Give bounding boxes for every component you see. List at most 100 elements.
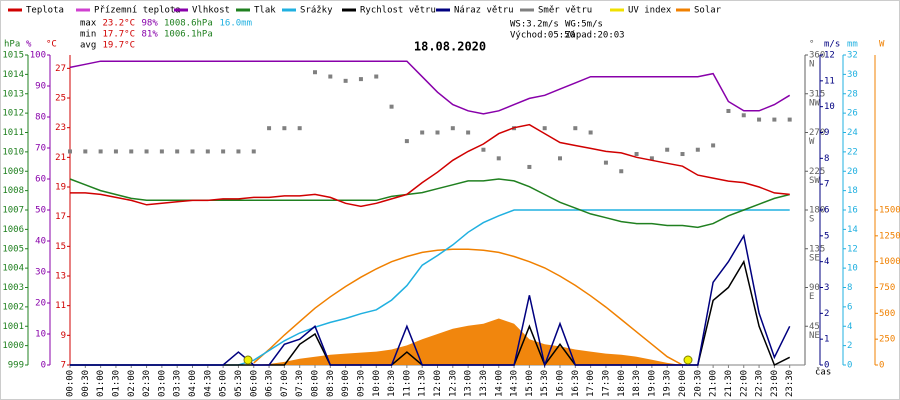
x-tick-label: 09:00 bbox=[341, 370, 351, 397]
direction-point bbox=[267, 126, 272, 131]
legend-label: Přízemní teplota bbox=[94, 6, 181, 16]
axis-title: W bbox=[879, 40, 885, 50]
y-tick-label: 11 bbox=[824, 76, 835, 86]
direction-point bbox=[251, 149, 256, 154]
y-tick-label: 4 bbox=[847, 322, 852, 332]
x-tick-label: 08:00 bbox=[311, 370, 321, 397]
y-tick-label: 1250 bbox=[879, 231, 900, 241]
direction-point bbox=[527, 164, 532, 169]
y-tick-sublabel: E bbox=[809, 292, 814, 302]
y-tick-label: 6 bbox=[847, 302, 852, 312]
sun-marker bbox=[683, 355, 693, 365]
direction-point bbox=[83, 149, 88, 154]
y-tick-label: 7 bbox=[61, 361, 66, 371]
y-tick-label: 180 bbox=[809, 206, 825, 216]
x-tick-label: 18:00 bbox=[617, 370, 627, 397]
y-tick-label: 5 bbox=[824, 231, 829, 241]
direction-point bbox=[144, 149, 149, 154]
x-tick-label: 04:00 bbox=[188, 370, 198, 397]
x-tick-label: 07:00 bbox=[280, 370, 290, 397]
stat: 16.0mm bbox=[220, 19, 253, 29]
direction-point bbox=[113, 149, 118, 154]
direction-point bbox=[787, 117, 792, 122]
stat: 98% bbox=[142, 19, 159, 29]
stat: 17.7°C bbox=[103, 30, 136, 40]
x-tick-label: 09:30 bbox=[356, 370, 366, 397]
x-tick-label: 18:30 bbox=[632, 370, 642, 397]
y-tick-label: 25 bbox=[55, 94, 66, 104]
x-tick-label: 15:00 bbox=[525, 370, 535, 397]
y-tick-label: 8 bbox=[847, 283, 852, 293]
y-tick-label: 135 bbox=[809, 244, 825, 254]
direction-point bbox=[159, 149, 164, 154]
y-tick-label: 32 bbox=[847, 51, 858, 61]
x-tick-label: 13:30 bbox=[479, 370, 489, 397]
stat: 1006.1hPa bbox=[164, 30, 213, 40]
y-tick-label: 1013 bbox=[2, 89, 24, 99]
x-axis-label: čas bbox=[815, 367, 831, 378]
y-tick-label: 1008 bbox=[2, 186, 24, 196]
legend-label: Srážky bbox=[300, 6, 333, 16]
y-tick-label: 1011 bbox=[2, 128, 24, 138]
x-tick-label: 10:30 bbox=[387, 370, 397, 397]
x-tick-label: 01:00 bbox=[96, 370, 106, 397]
x-tick-label: 21:30 bbox=[724, 370, 734, 397]
y-tick-label: 2 bbox=[847, 341, 852, 351]
y-tick-label: 12 bbox=[847, 244, 858, 254]
x-tick-label: 04:30 bbox=[203, 370, 213, 397]
direction-point bbox=[343, 78, 348, 83]
x-tick-label: 21:00 bbox=[709, 370, 719, 397]
direction-point bbox=[603, 160, 608, 165]
direction-point bbox=[481, 147, 486, 152]
direction-point bbox=[726, 108, 731, 113]
y-tick-label: 70 bbox=[35, 144, 46, 154]
x-tick-label: 22:00 bbox=[739, 370, 749, 397]
series-line bbox=[253, 248, 683, 366]
y-tick-sublabel: S bbox=[809, 215, 814, 225]
y-tick-label: 1001 bbox=[2, 322, 24, 332]
x-tick-label: 06:30 bbox=[265, 370, 275, 397]
y-tick-label: 1015 bbox=[2, 51, 24, 61]
direction-point bbox=[588, 130, 593, 135]
y-tick-label: 28 bbox=[847, 89, 858, 99]
y-tick-label: 20 bbox=[35, 299, 46, 309]
y-tick-label: 22 bbox=[847, 147, 858, 157]
x-tick-label: 00:30 bbox=[81, 370, 91, 397]
y-tick-label: 8 bbox=[824, 154, 829, 164]
direction-point bbox=[205, 149, 210, 154]
direction-point bbox=[466, 130, 471, 135]
y-tick-label: 80 bbox=[35, 113, 46, 123]
axis-title: ° bbox=[809, 40, 814, 50]
y-tick-sublabel: SW bbox=[809, 176, 820, 186]
legend-label: UV index bbox=[628, 6, 672, 16]
y-tick-label: 11 bbox=[55, 301, 66, 311]
direction-point bbox=[573, 126, 578, 131]
x-tick-label: 00:00 bbox=[66, 370, 76, 397]
x-tick-label: 10:00 bbox=[372, 370, 382, 397]
info: Západ:20:03 bbox=[565, 31, 625, 41]
x-tick-label: 05:00 bbox=[219, 370, 229, 397]
direction-point bbox=[98, 149, 103, 154]
direction-point bbox=[741, 113, 746, 118]
y-tick-label: 24 bbox=[847, 128, 858, 138]
y-tick-label: 3 bbox=[824, 283, 829, 293]
y-tick-label: 10 bbox=[35, 330, 46, 340]
y-tick-label: 2 bbox=[824, 309, 829, 319]
x-tick-label: 07:30 bbox=[295, 370, 305, 397]
direction-point bbox=[190, 149, 195, 154]
axis-title: °C bbox=[46, 40, 57, 50]
solar-area bbox=[70, 318, 790, 365]
y-tick-sublabel: N bbox=[809, 60, 814, 70]
direction-point bbox=[420, 130, 425, 135]
y-tick-label: 45 bbox=[809, 322, 820, 332]
stat: max bbox=[80, 19, 97, 29]
y-tick-label: 315 bbox=[809, 89, 825, 99]
direction-point bbox=[297, 126, 302, 131]
y-tick-sublabel: NE bbox=[809, 331, 820, 341]
x-tick-label: 11:30 bbox=[418, 370, 428, 397]
y-tick-label: 13 bbox=[55, 272, 66, 282]
y-tick-label: 9 bbox=[61, 331, 66, 341]
direction-point bbox=[772, 117, 777, 122]
direction-point bbox=[665, 147, 670, 152]
y-tick-label: 1000 bbox=[2, 341, 24, 351]
